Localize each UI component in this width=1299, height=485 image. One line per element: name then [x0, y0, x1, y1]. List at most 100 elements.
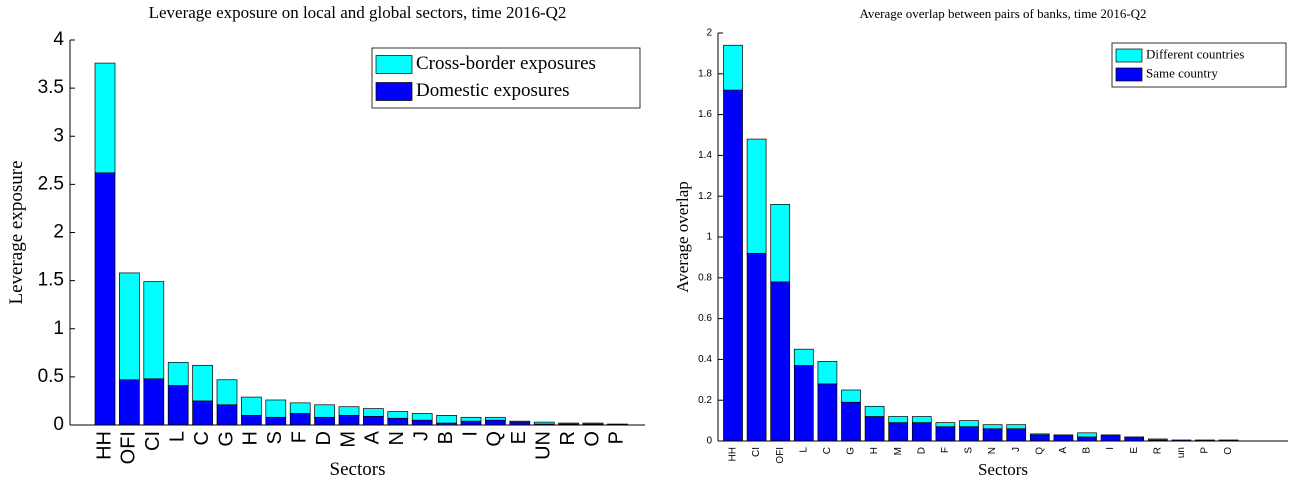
bar-segment — [338, 415, 360, 426]
bar-segment — [959, 420, 979, 428]
bar-segment — [314, 416, 335, 426]
y-tick-label: 1.6 — [698, 109, 712, 120]
y-tick-label: 1.2 — [698, 191, 712, 202]
y-tick-label: 1 — [706, 232, 712, 243]
bar-segment — [817, 361, 838, 385]
bar-segment — [460, 416, 482, 422]
bar-segment — [959, 426, 979, 442]
bar-segment — [94, 62, 116, 174]
x-tick-label: J — [410, 431, 432, 441]
bar-segment — [888, 416, 909, 423]
x-tick-label: CI — [142, 431, 164, 451]
y-tick-label: 3 — [53, 125, 64, 146]
bar-segment — [1077, 436, 1097, 442]
x-tick-label: A — [1058, 447, 1069, 454]
y-tick-label: 1 — [53, 318, 64, 339]
x-tick-label: N — [987, 447, 998, 454]
x-tick-label: L — [166, 431, 188, 442]
bar-segment — [241, 396, 262, 416]
bar-segment — [746, 138, 767, 254]
y-tick-label: 2 — [706, 28, 712, 39]
legend-box — [371, 47, 641, 109]
y-tick-label: 0.6 — [698, 313, 712, 324]
bar-segment — [911, 416, 932, 423]
x-axis-label: Sectors — [978, 460, 1028, 479]
bar-segment — [1053, 434, 1074, 442]
x-axis-label: Sectors — [330, 459, 386, 480]
bar-segment — [411, 413, 433, 421]
x-tick-label: E — [508, 431, 530, 444]
legend-swatch — [1115, 48, 1143, 63]
bar-segment — [841, 389, 861, 403]
bar-segment — [485, 416, 506, 421]
x-tick-label: H — [240, 431, 262, 445]
bar-segment — [314, 404, 335, 418]
bar-segment — [119, 379, 140, 426]
bar-segment — [119, 272, 140, 381]
y-tick-label: 0.5 — [38, 366, 64, 387]
bar-segment — [982, 428, 1003, 442]
bar-segment — [192, 364, 213, 402]
bar-segment — [1029, 433, 1050, 436]
y-tick-label: 4 — [53, 29, 64, 50]
x-tick-label: D — [916, 447, 927, 454]
chart: Average overlap between pairs of banks, … — [673, 6, 1288, 479]
bar-segment — [363, 408, 384, 417]
x-tick-label: M — [337, 431, 359, 448]
bar-segment — [265, 416, 287, 426]
bar-segment — [387, 411, 409, 419]
x-tick-label: E — [1129, 447, 1140, 454]
bar-segment — [338, 406, 360, 416]
bar-segment — [723, 89, 743, 442]
x-tick-label: J — [1011, 447, 1022, 452]
legend-label: Cross-border exposures — [416, 53, 596, 74]
x-tick-label: OFI — [775, 447, 786, 464]
legend-swatch — [375, 82, 413, 101]
x-tick-label: R — [1152, 447, 1163, 454]
x-tick-label: C — [822, 447, 833, 454]
bar-segment — [363, 415, 384, 426]
x-tick-label: UN — [532, 431, 554, 460]
bar-segment — [1006, 428, 1027, 442]
x-tick-label: G — [846, 447, 857, 455]
x-tick-label: N — [386, 431, 408, 445]
bar-segment — [1077, 432, 1097, 438]
bar-segment — [982, 424, 1003, 430]
bar-segment — [817, 383, 838, 442]
bar-segment — [387, 417, 409, 426]
x-tick-label: F — [288, 431, 310, 443]
bar-segment — [1100, 434, 1121, 442]
x-tick-label: Q — [484, 431, 506, 447]
x-tick-label: O — [581, 431, 603, 447]
x-tick-label: A — [362, 430, 384, 444]
legend-label: Domestic exposures — [416, 80, 570, 101]
chart-title: Leverage exposure on local and global se… — [149, 3, 567, 22]
x-tick-label: Q — [1034, 447, 1045, 455]
y-tick-label: 0.8 — [698, 272, 712, 283]
chart: Leverage exposure on local and global se… — [6, 3, 645, 480]
bar-segment — [864, 416, 885, 442]
legend-swatch — [1115, 67, 1143, 82]
bar-segment — [460, 420, 482, 426]
bar-segment — [723, 44, 743, 91]
bar-segment — [167, 385, 189, 426]
bar-segment — [1006, 424, 1027, 430]
bar-segment — [841, 401, 861, 442]
x-tick-label: M — [893, 447, 904, 455]
legend-label: Same country — [1146, 65, 1218, 80]
x-tick-label: un — [1176, 447, 1187, 458]
y-tick-label: 2 — [53, 222, 64, 243]
x-tick-label: F — [940, 447, 951, 453]
bar-segment — [770, 204, 791, 283]
bar-segment — [167, 362, 189, 386]
x-tick-label: R — [557, 431, 579, 445]
chart-title: Average overlap between pairs of banks, … — [859, 6, 1146, 21]
x-tick-label: I — [459, 431, 481, 437]
bar-segment — [558, 422, 579, 425]
y-tick-label: 0.2 — [698, 395, 712, 406]
bar-segment — [746, 252, 767, 442]
y-tick-label: 0 — [53, 414, 64, 435]
bar-segment — [216, 379, 238, 406]
bar-segment — [911, 422, 932, 442]
